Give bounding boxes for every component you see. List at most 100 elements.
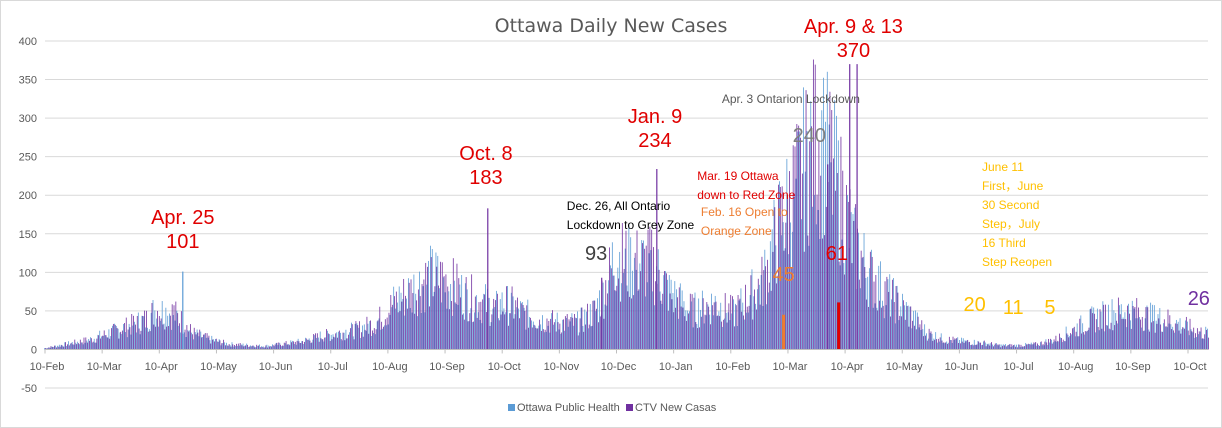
bar-ottawa-public-health [193,339,194,350]
bar-ottawa-public-health [470,308,472,350]
bar-ctv-new-casas [629,296,631,350]
bar-ctv-new-casas [568,319,570,350]
annotation-text: 234 [638,130,671,152]
bar-ottawa-public-health [385,325,387,350]
bar-ottawa-public-health [62,346,64,350]
bar-ottawa-public-health [102,335,104,350]
bar-ctv-new-casas [256,344,258,350]
x-tick-label: 10-Apr [145,361,178,373]
bar-ottawa-public-health [887,279,889,350]
annotation-text: Step Reopen [982,255,1052,269]
bar-ottawa-public-health [1102,301,1104,350]
bar-ottawa-public-health [189,330,191,350]
bar-ottawa-public-health [1139,317,1141,350]
bar-ctv-new-casas [917,316,919,350]
bar-ctv-new-casas [897,292,899,350]
bar-ottawa-public-health [91,342,93,350]
bar-ctv-new-casas [748,305,750,350]
annotation-text: Mar. 19 Ottawa [697,169,779,183]
bar-ottawa-public-health [1041,345,1043,350]
bar-ctv-new-casas [230,346,232,350]
bar-ottawa-public-health [452,315,453,350]
bar-ottawa-public-health [690,301,692,350]
bar-ctv-new-casas [1128,313,1130,350]
bar-ottawa-public-health [749,295,751,350]
bar-ottawa-public-health [272,344,273,350]
bar-ctv-new-casas [1208,337,1209,350]
bar-ctv-new-casas [693,297,695,350]
bar-ottawa-public-health [1010,347,1012,350]
bar-ottawa-public-health [73,344,75,350]
bar-ottawa-public-health [1047,345,1049,350]
y-tick-label: 300 [19,113,37,125]
bar-ctv-new-casas [1178,330,1180,350]
bar-ctv-new-casas [70,343,72,350]
bar-ctv-new-casas [151,303,153,350]
bar-ctv-new-casas [842,170,844,350]
bar-ctv-new-casas [79,339,81,350]
bar-ctv-new-casas [767,259,768,350]
bar-ottawa-public-health [382,328,384,350]
bar-ctv-new-casas [642,243,643,350]
bar-ctv-new-casas [743,315,744,350]
bar-ctv-new-casas [59,346,61,350]
bar-ottawa-public-health [712,315,714,350]
bar-ottawa-public-health [1019,347,1021,350]
bar-ctv-new-casas [162,324,164,350]
bar-ottawa-public-health [161,301,163,350]
bar-ottawa-public-health [57,345,58,350]
bar-ctv-new-casas [965,341,967,350]
bar-ottawa-public-health [747,312,749,350]
bar-ctv-new-casas [1112,330,1114,350]
bar-ottawa-public-health [802,87,804,350]
legend-swatch [626,404,633,411]
bar-ottawa-public-health [588,328,589,350]
bar-ctv-new-casas [1173,330,1174,350]
bar-ottawa-public-health [992,344,994,350]
bar-ctv-new-casas [1000,347,1002,350]
bar-ctv-new-casas [936,339,937,350]
bar-ottawa-public-health [821,110,823,350]
bar-ctv-new-casas [1024,346,1026,350]
bar-ottawa-public-health [117,328,119,350]
bar-ctv-new-casas [368,333,370,350]
bar-ottawa-public-health [288,344,290,350]
bar-ottawa-public-health [1126,327,1128,350]
bar-ctv-new-casas [770,290,772,350]
bar-ottawa-public-health [674,281,676,350]
bar-ctv-new-casas [127,329,129,350]
bar-ctv-new-casas [906,306,908,350]
bar-ctv-new-casas [406,308,408,350]
bar-ctv-new-casas [761,256,763,350]
bar-ctv-new-casas [285,341,287,350]
bar-ctv-new-casas [342,332,344,350]
bar-ottawa-public-health [591,325,593,350]
bar-ctv-new-casas [684,316,686,350]
bar-ottawa-public-health [837,140,839,350]
bar-ctv-new-casas [566,314,568,350]
bar-ctv-new-casas [96,338,98,350]
bar-ottawa-public-health [832,214,834,350]
bar-ottawa-public-health [615,291,617,350]
x-tick-label: 10-Apr [831,361,864,373]
bar-ctv-new-casas [891,279,893,350]
bar-ottawa-public-health [641,240,643,350]
bar-ottawa-public-health [779,181,780,350]
bar-ottawa-public-health [672,293,674,350]
bar-ottawa-public-health [1107,304,1109,350]
bar-ctv-new-casas [542,329,544,350]
bar-ctv-new-casas [1068,337,1070,350]
bar-ottawa-public-health [426,284,428,350]
bar-ottawa-public-health [679,283,681,350]
bar-ctv-new-casas [1162,331,1163,350]
bar-ottawa-public-health [972,344,973,350]
bar-ottawa-public-health [946,341,948,350]
bar-ctv-new-casas [122,330,123,350]
bar-ottawa-public-health [413,274,415,350]
bar-ctv-new-casas [1165,326,1167,350]
chart-title: Ottawa Daily New Cases [495,15,728,37]
y-tick-label: 200 [19,190,37,202]
bar-ctv-new-casas [524,310,526,350]
bar-ottawa-public-health [606,305,608,350]
bar-ctv-new-casas [1147,307,1149,350]
